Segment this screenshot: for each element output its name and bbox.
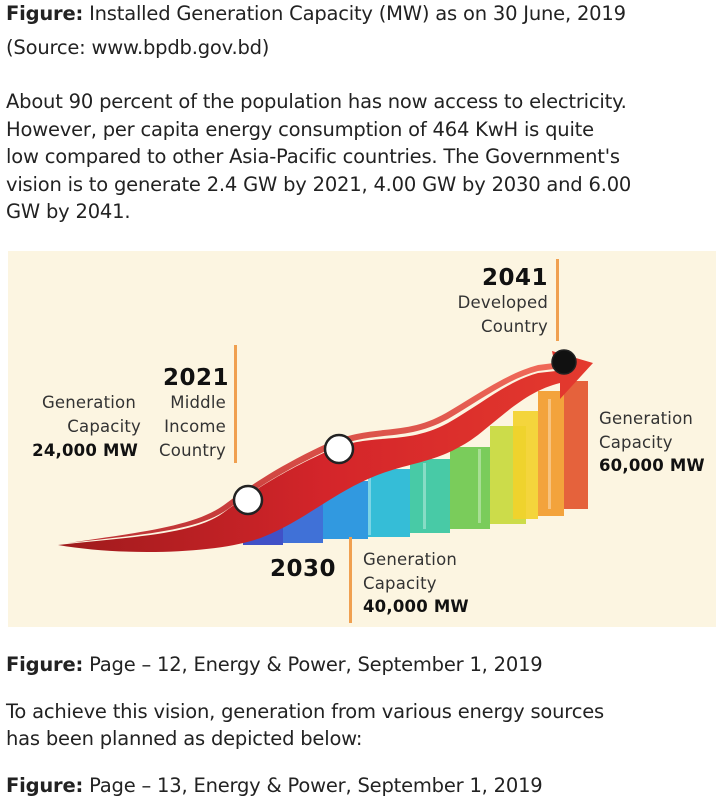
status-income: Income xyxy=(164,417,226,436)
cap-2041-label-2: Capacity xyxy=(599,433,673,452)
paragraph-line: low compared to other Asia-Pacific count… xyxy=(6,145,620,169)
cap-2021-label-1: Generation xyxy=(41,393,136,412)
growth-arrow-graphic xyxy=(58,349,593,552)
capacity-bars xyxy=(243,381,588,545)
year-2041: 2041 xyxy=(482,265,549,291)
figure-caption: Figure: Page – 13, Energy & Power, Septe… xyxy=(6,772,543,799)
status-country-2021: Country xyxy=(159,441,226,460)
cap-2021-value: 24,000 MW xyxy=(32,441,138,460)
paragraph-line: However, per capita energy consumption o… xyxy=(6,117,594,141)
marker-line-2021 xyxy=(234,345,237,463)
marker-line-2041 xyxy=(556,259,559,341)
paragraph-line: has been planned as depicted below: xyxy=(6,727,363,750)
status-country: Country xyxy=(481,317,548,336)
cap-2041-label-1: Generation xyxy=(599,409,694,428)
paragraph-line: GW by 2041. xyxy=(6,200,131,224)
cap-2030-label-2: Capacity xyxy=(363,574,437,593)
milestone-2030-dot xyxy=(323,433,355,465)
figure-caption-text: Page – 13, Energy & Power, September 1, … xyxy=(89,774,543,797)
paragraph-line: To achieve this vision, generation from … xyxy=(6,700,604,723)
paragraph-line: vision is to generate 2.4 GW by 2021, 4.… xyxy=(6,172,632,196)
figure-caption: Figure: Installed Generation Capacity (M… xyxy=(6,0,626,27)
cap-2030-label-1: Generation xyxy=(363,550,458,569)
figure-caption: Figure: Page – 12, Energy & Power, Septe… xyxy=(6,651,543,678)
cap-2021-label-2: Capacity xyxy=(67,417,141,436)
figure-caption-label: Figure: xyxy=(6,774,84,797)
status-developed: Developed xyxy=(457,293,548,312)
status-middle: Middle xyxy=(170,393,226,412)
paragraph-line: About 90 percent of the population has n… xyxy=(6,90,627,113)
cap-2041-value: 60,000 MW xyxy=(599,456,705,475)
figure-caption-text: Installed Generation Capacity (MW) as on… xyxy=(89,2,626,25)
figure-caption-text: Page – 12, Energy & Power, September 1, … xyxy=(89,653,543,676)
source-line: (Source: www.bpdb.gov.bd) xyxy=(6,36,270,59)
marker-line-2030 xyxy=(349,537,352,623)
year-2021: 2021 xyxy=(163,365,230,391)
intro-paragraph: About 90 percent of the population has n… xyxy=(6,88,722,226)
year-2030: 2030 xyxy=(270,556,337,582)
figure-caption-label: Figure: xyxy=(6,2,84,25)
milestone-2041-dot xyxy=(551,349,577,375)
figure-caption-label: Figure: xyxy=(6,653,84,676)
ribbon-highlight xyxy=(68,363,554,543)
milestone-2021-dot xyxy=(232,484,264,516)
cap-2030-value: 40,000 MW xyxy=(363,597,469,616)
generation-vision-infographic: 2041 Developed Country Generation Capaci… xyxy=(8,251,716,627)
